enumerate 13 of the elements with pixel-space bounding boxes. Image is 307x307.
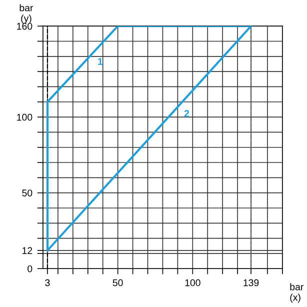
y-axis-title: bar (y) <box>20 4 34 24</box>
y-tick-label: 12 <box>22 247 32 254</box>
x-tick-label: 139 <box>244 279 259 286</box>
y-tick-label: 50 <box>22 190 32 196</box>
series-label: 1 <box>98 58 103 65</box>
y-tick-label: 0 <box>28 265 32 272</box>
y-tick-label: 100 <box>17 114 32 121</box>
x-tick-label: 3 <box>45 279 50 286</box>
y-tick-label: 160 <box>17 22 32 30</box>
x-tick-label: 50 <box>112 279 123 286</box>
series-label: 2 <box>184 110 190 117</box>
x-axis-title: bar (x) <box>290 283 304 303</box>
x-tick-label: 100 <box>185 279 200 286</box>
